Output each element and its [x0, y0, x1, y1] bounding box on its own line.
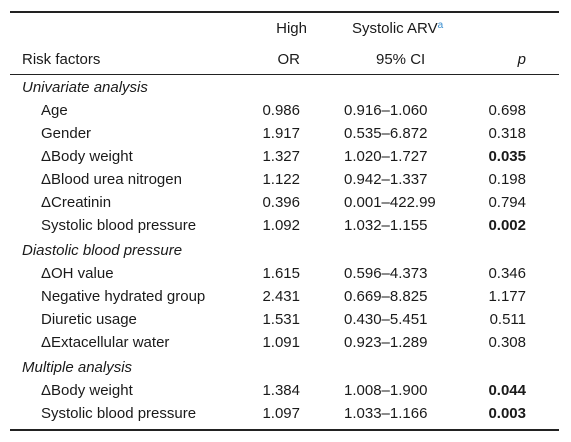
factor-cell: ΔCreatinin [41, 194, 112, 211]
or-cell: 1.327 [262, 148, 300, 165]
factor-cell: ΔBody weight [41, 148, 133, 165]
top-rule [10, 11, 559, 13]
ci-cell: 0.923–1.289 [344, 334, 428, 351]
footnote-link[interactable]: a [437, 20, 444, 31]
bottom-rule [10, 429, 559, 431]
factor-cell: Age [41, 102, 68, 119]
or-cell: 1.384 [262, 382, 300, 399]
ci-cell: 0.535–6.872 [344, 125, 428, 142]
or-cell: 1.531 [262, 311, 300, 328]
p-cell-significant: 0.003 [488, 405, 526, 422]
p-cell: 0.308 [488, 334, 526, 351]
p-cell: 0.698 [488, 102, 526, 119]
p-cell: 0.198 [488, 171, 526, 188]
ci-cell: 0.430–5.451 [344, 311, 428, 328]
or-cell: 1.122 [262, 171, 300, 188]
p-cell: 0.318 [488, 125, 526, 142]
or-cell: 1.917 [262, 125, 300, 142]
p-cell: 0.511 [489, 311, 526, 328]
header-or: OR [277, 51, 301, 68]
ci-cell: 0.942–1.337 [344, 171, 428, 188]
or-cell: 0.986 [262, 102, 300, 119]
section-title: Multiple analysis [22, 359, 133, 376]
ci-cell: 0.669–8.825 [344, 288, 428, 305]
p-cell-significant: 0.035 [488, 148, 526, 165]
p-cell: 0.794 [488, 194, 526, 211]
header-rule [10, 74, 559, 75]
ci-cell: 0.916–1.060 [344, 102, 428, 119]
factor-cell: Diuretic usage [41, 311, 137, 328]
header-p: p [517, 51, 526, 68]
ci-cell: 0.001–422.99 [344, 194, 436, 211]
header-systolic-arv: Systolic ARVa [352, 20, 444, 37]
or-cell: 1.097 [262, 405, 300, 422]
header-high: High [276, 20, 307, 37]
p-cell-significant: 0.044 [488, 382, 526, 399]
p-cell: 1.177 [488, 288, 526, 305]
factor-cell: ΔExtacellular water [41, 334, 170, 351]
factor-cell: ΔBlood urea nitrogen [41, 171, 182, 188]
factor-cell: Gender [41, 125, 92, 142]
header-risk-factors: Risk factors [22, 51, 101, 68]
section-title: Diastolic blood pressure [22, 242, 183, 259]
ci-cell: 0.596–4.373 [344, 265, 428, 282]
factor-cell: ΔOH value [41, 265, 114, 282]
factor-cell: Negative hydrated group [41, 288, 206, 305]
p-cell-significant: 0.002 [488, 217, 526, 234]
ci-cell: 1.020–1.727 [344, 148, 428, 165]
header-ci: 95% CI [376, 51, 426, 68]
or-cell: 1.091 [262, 334, 300, 351]
section-title: Univariate analysis [22, 79, 148, 96]
factor-cell: Systolic blood pressure [41, 405, 197, 422]
ci-cell: 1.033–1.166 [344, 405, 428, 422]
p-cell: 0.346 [488, 265, 526, 282]
or-cell: 1.092 [262, 217, 300, 234]
or-cell: 1.615 [262, 265, 300, 282]
factor-cell: Systolic blood pressure [41, 217, 197, 234]
factor-cell: ΔBody weight [41, 382, 133, 399]
ci-cell: 1.008–1.900 [344, 382, 428, 399]
ci-cell: 1.032–1.155 [344, 217, 428, 234]
or-cell: 0.396 [262, 194, 300, 211]
or-cell: 2.431 [262, 288, 300, 305]
